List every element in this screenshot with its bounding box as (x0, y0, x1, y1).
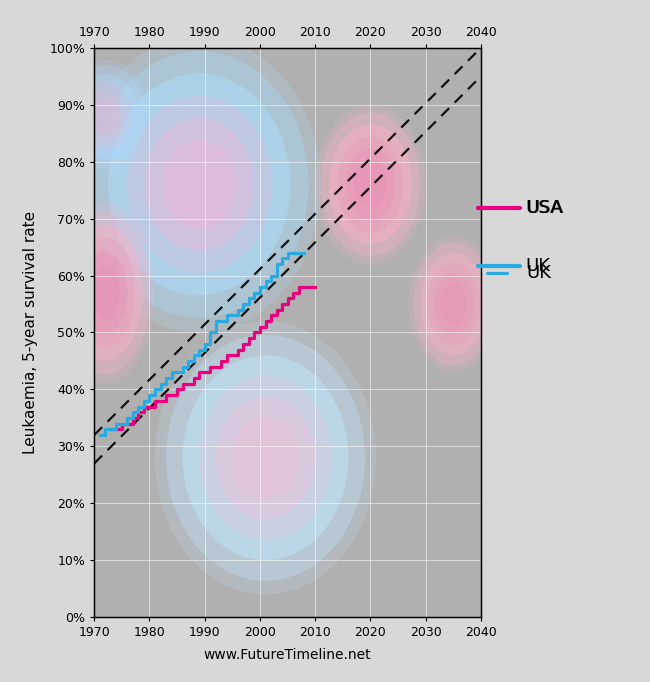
Ellipse shape (199, 376, 332, 539)
Ellipse shape (55, 201, 155, 384)
Ellipse shape (315, 104, 426, 264)
Ellipse shape (427, 263, 480, 345)
Ellipse shape (329, 125, 412, 244)
Ellipse shape (440, 284, 467, 325)
Ellipse shape (72, 74, 138, 159)
Ellipse shape (413, 243, 493, 366)
X-axis label: www.FutureTimeline.net: www.FutureTimeline.net (204, 648, 371, 662)
Ellipse shape (337, 136, 404, 233)
Ellipse shape (85, 91, 125, 142)
Ellipse shape (346, 149, 395, 220)
Ellipse shape (75, 238, 135, 347)
Ellipse shape (92, 99, 118, 133)
Ellipse shape (420, 253, 486, 355)
Ellipse shape (320, 113, 420, 256)
Ellipse shape (183, 355, 348, 561)
Ellipse shape (77, 36, 320, 332)
Ellipse shape (90, 265, 120, 320)
Text: USA: USA (526, 199, 564, 217)
Text: USA: USA (525, 199, 563, 217)
Ellipse shape (155, 321, 376, 595)
Ellipse shape (66, 65, 145, 167)
Ellipse shape (60, 211, 150, 374)
Ellipse shape (83, 252, 127, 333)
Ellipse shape (144, 118, 254, 251)
Text: UK: UK (526, 264, 551, 282)
Ellipse shape (216, 396, 315, 519)
Ellipse shape (354, 160, 387, 208)
Text: —: — (485, 261, 510, 285)
Ellipse shape (79, 82, 132, 150)
Ellipse shape (108, 74, 291, 295)
Ellipse shape (162, 140, 236, 229)
Ellipse shape (61, 59, 150, 173)
Ellipse shape (409, 236, 497, 372)
Ellipse shape (68, 224, 142, 361)
Text: UK: UK (525, 257, 550, 275)
Ellipse shape (232, 417, 298, 499)
Y-axis label: Leukaemia, 5-year survival rate: Leukaemia, 5-year survival rate (23, 211, 38, 454)
Text: —: — (485, 196, 510, 220)
Ellipse shape (90, 51, 309, 318)
Ellipse shape (126, 95, 272, 273)
Ellipse shape (434, 273, 473, 335)
Ellipse shape (166, 335, 365, 581)
